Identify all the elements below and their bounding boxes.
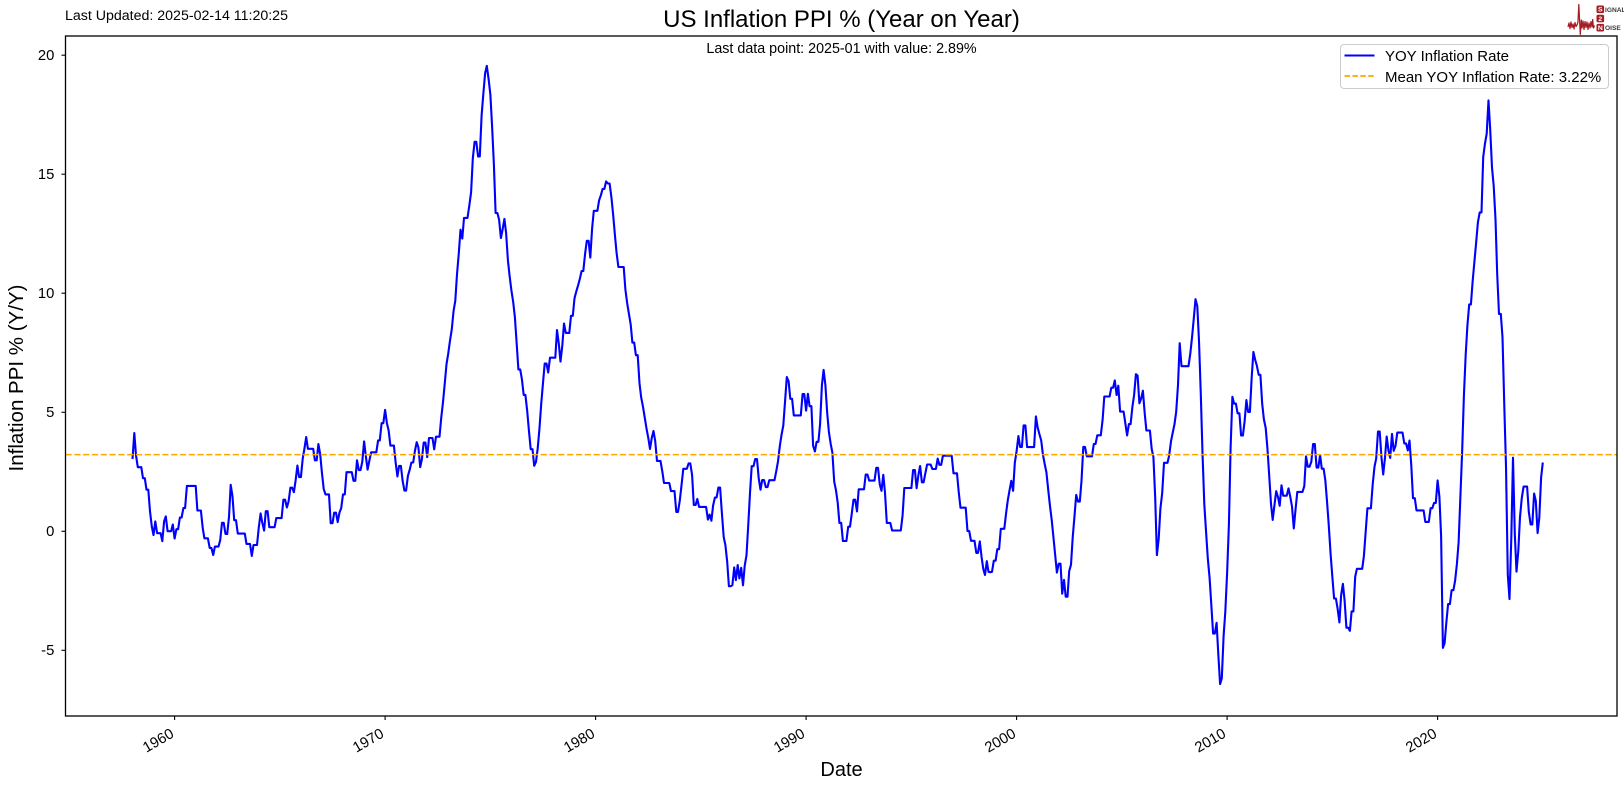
svg-text:OISE: OISE xyxy=(1605,25,1621,32)
svg-text:IGNAL: IGNAL xyxy=(1605,7,1624,14)
svg-text:S: S xyxy=(1598,7,1603,14)
svg-text:N: N xyxy=(1598,25,1603,32)
svg-text:2: 2 xyxy=(1598,16,1602,23)
